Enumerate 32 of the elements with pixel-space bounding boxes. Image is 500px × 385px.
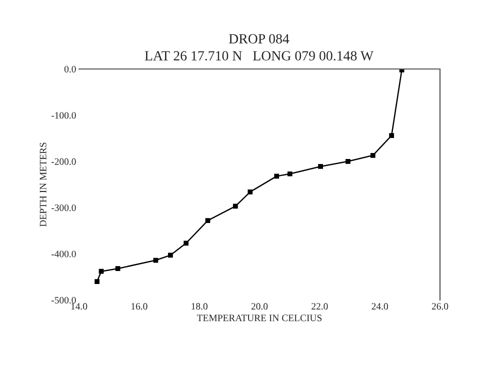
- point: [168, 252, 173, 258]
- point: [205, 218, 210, 223]
- chart-subtitle: LAT 26 17.710 N LONG 079 00.148 W: [144, 51, 374, 61]
- x-tick-label: 22.0: [312, 303, 328, 310]
- x-axis-title: TEMPERATURE IN CELCIUS: [197, 314, 322, 322]
- x-tick-label: 26.0: [432, 303, 448, 310]
- y-axis-title: DEPTH IN METERS: [40, 142, 46, 227]
- y-tick-label: -300.0: [51, 204, 76, 212]
- chart-title: DROP 084: [228, 34, 290, 44]
- x-tick-label: 14.0: [71, 303, 88, 310]
- point: [370, 152, 376, 158]
- x-tick-label: 18.0: [192, 303, 208, 310]
- point: [346, 158, 350, 164]
- y-tick-label: -200.0: [51, 158, 76, 165]
- y-tick-label: -100.0: [51, 112, 76, 119]
- point: [287, 171, 292, 176]
- point: [115, 266, 120, 272]
- point: [153, 258, 158, 263]
- point: [233, 204, 238, 209]
- point: [318, 164, 323, 169]
- y-tick-label: -500.0: [51, 296, 76, 304]
- x-tick-label: 24.0: [372, 303, 388, 310]
- point: [248, 189, 253, 194]
- point: [94, 279, 100, 284]
- y-tick-label: -400.0: [51, 250, 76, 258]
- point: [98, 268, 104, 274]
- point: [389, 133, 394, 138]
- x-tick-label: 20.0: [251, 303, 268, 310]
- point: [184, 240, 189, 246]
- point: [274, 174, 280, 179]
- x-tick-label: 16.0: [132, 303, 148, 310]
- y-tick-label: 0.0: [64, 66, 76, 73]
